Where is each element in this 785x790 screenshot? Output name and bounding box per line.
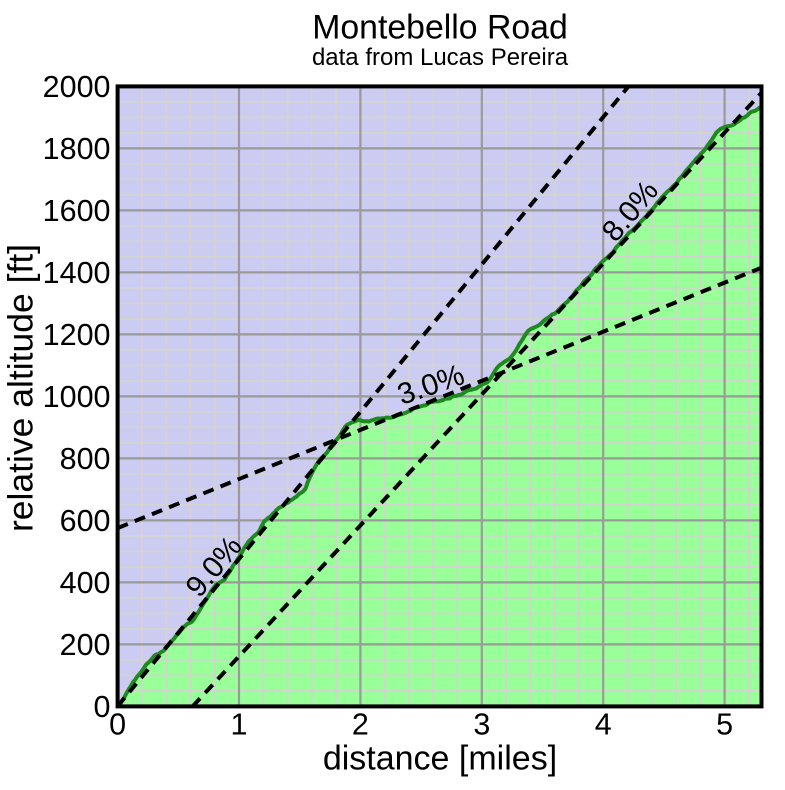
svg-text:800: 800 — [60, 442, 111, 476]
svg-text:1000: 1000 — [43, 380, 111, 414]
svg-text:0: 0 — [109, 708, 126, 742]
svg-text:Montebello Road: Montebello Road — [312, 9, 568, 47]
svg-text:1200: 1200 — [43, 318, 111, 352]
svg-text:3: 3 — [473, 708, 490, 742]
svg-text:200: 200 — [60, 628, 111, 662]
svg-text:1400: 1400 — [43, 256, 111, 290]
svg-text:0: 0 — [94, 690, 111, 724]
svg-text:data from Lucas Pereira: data from Lucas Pereira — [312, 44, 569, 71]
svg-text:relative altitude [ft]: relative altitude [ft] — [1, 244, 41, 532]
svg-text:400: 400 — [60, 566, 111, 600]
svg-text:5: 5 — [716, 708, 733, 742]
svg-text:2: 2 — [352, 708, 369, 742]
svg-text:1600: 1600 — [43, 194, 111, 228]
svg-text:distance [miles]: distance [miles] — [323, 740, 557, 778]
svg-text:1: 1 — [231, 708, 248, 742]
svg-text:4: 4 — [595, 708, 612, 742]
svg-text:600: 600 — [60, 504, 111, 538]
svg-text:1800: 1800 — [43, 132, 111, 166]
svg-text:2000: 2000 — [43, 70, 111, 104]
